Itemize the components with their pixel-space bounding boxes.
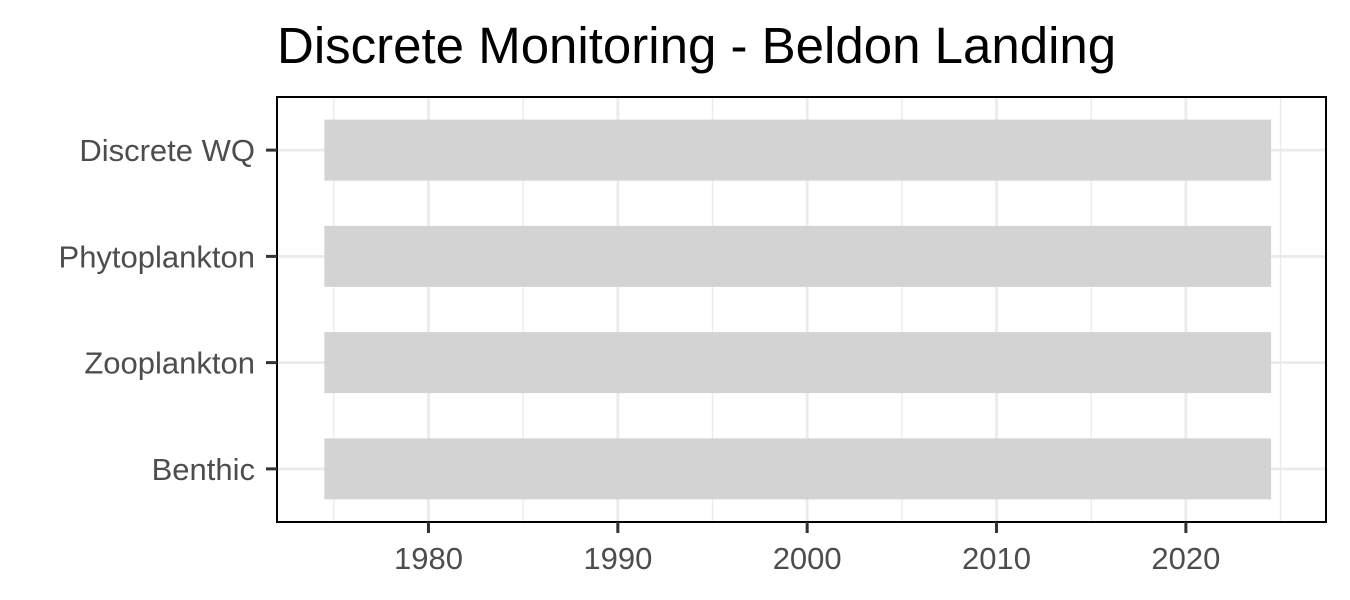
bar-benthic [324,438,1272,500]
bars [324,119,1272,500]
x-tick-label: 2020 [1151,541,1220,576]
chart-title: Discrete Monitoring - Beldon Landing [277,17,1116,74]
bar-phytoplankton [324,225,1272,287]
plot-panel-border [276,96,1327,523]
bar-zooplankton [324,332,1272,394]
x-tick-label: 2010 [962,541,1031,576]
x-axis: 1980 1990 2000 2010 2020 [394,522,1220,576]
x-tick-label: 1980 [394,541,463,576]
y-tick-label: Benthic [152,452,255,487]
y-tick-label: Phytoplankton [59,239,255,274]
bar-discrete-wq [324,119,1272,181]
y-tick-label: Zooplankton [84,346,255,381]
y-axis: Discrete WQ Phytoplankton Zooplankton Benth… [59,133,277,487]
x-tick-label: 2000 [773,541,842,576]
y-tick-label: Discrete WQ [79,133,255,168]
x-tick-label: 1990 [583,541,652,576]
